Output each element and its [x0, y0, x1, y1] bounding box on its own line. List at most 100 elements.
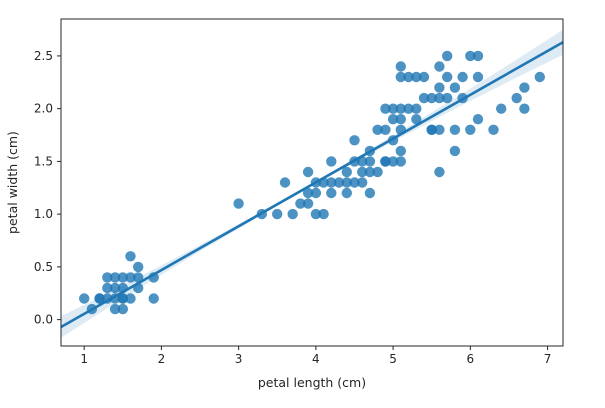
- data-point: [287, 208, 298, 220]
- data-point: [364, 187, 376, 199]
- x-tick-label: 7: [544, 352, 552, 366]
- data-point: [449, 124, 461, 135]
- data-point: [418, 71, 430, 83]
- data-point: [302, 166, 314, 178]
- data-point: [395, 71, 406, 83]
- data-point: [117, 293, 128, 304]
- data-point: [434, 166, 445, 178]
- data-point: [395, 61, 406, 72]
- data-point: [519, 103, 530, 114]
- data-point: [434, 61, 445, 72]
- data-point: [442, 92, 453, 104]
- data-point: [534, 71, 545, 83]
- data-point: [395, 156, 406, 167]
- x-tick-label: 2: [158, 352, 166, 366]
- data-point: [496, 103, 507, 114]
- data-point: [380, 124, 391, 135]
- data-point: [387, 103, 399, 114]
- data-point: [449, 82, 461, 93]
- data-point: [395, 103, 406, 114]
- data-point: [233, 198, 244, 209]
- data-point: [457, 71, 468, 83]
- data-point: [364, 156, 376, 167]
- x-tick-label: 5: [389, 352, 397, 366]
- data-point: [395, 114, 406, 125]
- data-point: [488, 124, 499, 135]
- y-tick-label: 2.0: [34, 102, 53, 116]
- data-point: [519, 82, 530, 93]
- data-point: [411, 103, 422, 114]
- data-point: [125, 272, 136, 283]
- data-point: [442, 50, 453, 62]
- data-point: [302, 187, 314, 199]
- data-point: [326, 156, 337, 167]
- data-point: [102, 282, 113, 294]
- data-point: [418, 92, 430, 104]
- data-point: [411, 114, 422, 125]
- y-tick-label: 0.5: [34, 260, 53, 274]
- data-point: [125, 293, 136, 304]
- y-tick-label: 0.0: [34, 313, 53, 327]
- data-point: [434, 92, 445, 104]
- data-point: [403, 103, 414, 114]
- data-point: [511, 92, 522, 104]
- data-point: [279, 177, 291, 188]
- data-point: [341, 166, 352, 178]
- data-point: [403, 71, 414, 83]
- data-point: [472, 71, 484, 83]
- y-tick-label: 1.5: [34, 154, 53, 168]
- data-point: [295, 198, 306, 209]
- data-point: [364, 166, 376, 178]
- data-point: [349, 177, 360, 188]
- regression-line-layer: [60, 41, 564, 329]
- data-point: [102, 272, 113, 283]
- data-point: [349, 135, 360, 146]
- data-point: [125, 251, 136, 262]
- data-point: [133, 261, 144, 273]
- data-point: [326, 187, 337, 199]
- data-point: [380, 156, 391, 167]
- data-point: [148, 293, 159, 304]
- data-point: [133, 272, 144, 283]
- data-point: [426, 124, 437, 135]
- data-point: [472, 114, 484, 125]
- data-point: [109, 303, 121, 315]
- data-point: [117, 303, 128, 315]
- data-point: [79, 293, 90, 304]
- y-axis-label: petal width (cm): [5, 131, 20, 234]
- data-point: [341, 187, 352, 199]
- x-axis-ticks: 1 2 3 4 5 6 7: [80, 346, 551, 366]
- data-point: [434, 82, 445, 93]
- data-point: [395, 145, 406, 157]
- y-axis-ticks: 0.0 0.5 1.0 1.5 2.0 2.5: [34, 49, 61, 327]
- data-point: [411, 71, 422, 83]
- x-tick-label: 1: [80, 352, 88, 366]
- data-point: [94, 293, 105, 304]
- data-point: [434, 124, 445, 135]
- data-point: [272, 208, 283, 220]
- data-point: [302, 198, 314, 209]
- data-point: [109, 282, 121, 294]
- data-point: [117, 272, 128, 283]
- data-point: [357, 166, 368, 178]
- data-point: [472, 50, 484, 62]
- data-point: [357, 177, 368, 188]
- data-point: [326, 177, 337, 188]
- data-point: [426, 92, 437, 104]
- data-point: [465, 50, 476, 62]
- data-point: [442, 71, 453, 83]
- y-tick-label: 2.5: [34, 49, 53, 63]
- data-point: [387, 156, 399, 167]
- regression-line: [60, 41, 564, 329]
- data-point: [372, 124, 383, 135]
- x-tick-label: 6: [467, 352, 475, 366]
- data-point: [465, 124, 476, 135]
- data-point: [333, 177, 345, 188]
- y-tick-label: 1.0: [34, 207, 53, 221]
- data-points-layer: [79, 50, 545, 315]
- data-point: [310, 208, 322, 220]
- x-tick-label: 3: [235, 352, 243, 366]
- data-point: [387, 114, 399, 125]
- data-point: [380, 103, 391, 114]
- data-point: [310, 187, 322, 199]
